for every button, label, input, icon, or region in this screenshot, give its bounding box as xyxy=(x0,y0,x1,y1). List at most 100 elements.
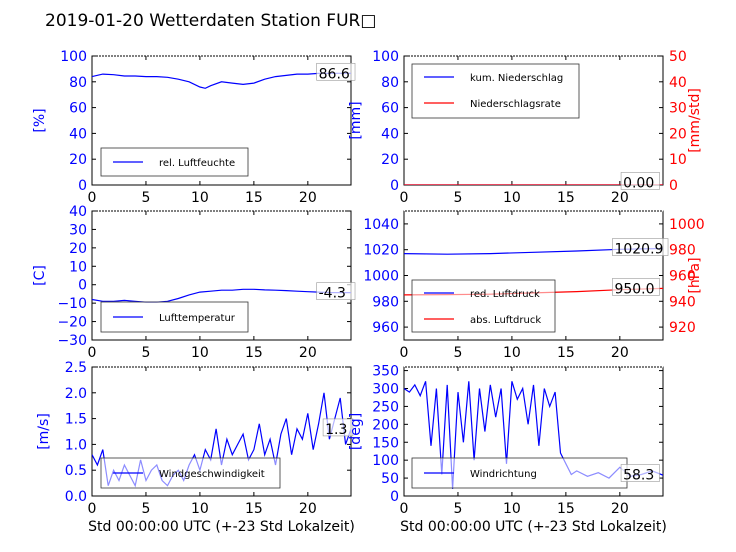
value-annotation: 58.3 xyxy=(623,468,654,484)
y-axis-label: [deg] xyxy=(348,413,364,450)
x-tick-label: 10 xyxy=(191,501,209,517)
value-annotation: 0.00 xyxy=(623,175,654,191)
legend-label: Niederschlagsrate xyxy=(470,99,561,110)
x-tick-label: 10 xyxy=(503,190,521,206)
x-tick-label: 5 xyxy=(141,345,150,361)
legend-label: Windgeschwindigkeit xyxy=(159,469,265,480)
x-axis-label: Std 00:00:00 UTC (+-23 Std Lokalzeit) xyxy=(88,519,355,535)
y-right-tick-label: 920 xyxy=(669,320,696,336)
x-tick-label: 5 xyxy=(453,501,462,517)
value-annotation-box xyxy=(316,62,356,81)
value-annotation-box xyxy=(612,278,660,296)
y-axis-label: [m/s] xyxy=(36,413,52,450)
x-tick-label: 20 xyxy=(611,190,629,206)
value-annotation: 1020.9 xyxy=(614,242,663,258)
x-tick-label: 0 xyxy=(88,345,97,361)
legend-label: red. Luftdruck xyxy=(470,289,540,300)
y-right-tick-label: 10 xyxy=(669,152,687,168)
x-tick-label: 15 xyxy=(245,190,263,206)
y-right-tick-label: 1000 xyxy=(669,217,705,233)
legend-box xyxy=(411,63,580,119)
y-tick-label: 1040 xyxy=(363,217,399,233)
panel-humidity: 0 5 10 15 20 0 20 40 60 80 100 [%] rel. Luftfeuchte 8… xyxy=(32,49,356,206)
x-tick-label: 20 xyxy=(611,345,629,361)
y-tick-label: 0 xyxy=(78,178,87,194)
y-tick-label: 20 xyxy=(69,241,87,257)
y-tick-label: 80 xyxy=(381,75,399,91)
x-tick-label: 20 xyxy=(299,501,317,517)
y-tick-label: 0 xyxy=(390,178,399,194)
y-tick-label: 0 xyxy=(78,278,87,294)
y-tick-label: 350 xyxy=(372,364,399,380)
y-tick-label: 0.0 xyxy=(65,489,87,505)
y-tick-label: 60 xyxy=(381,101,399,117)
x-tick-label: 15 xyxy=(245,501,263,517)
y-right-tick-label: 40 xyxy=(669,75,687,91)
value-annotation: 86.6 xyxy=(319,66,350,82)
y-tick-label: 1.5 xyxy=(65,412,87,428)
y-tick-label: 2.0 xyxy=(65,386,87,402)
y-tick-label: 960 xyxy=(372,320,399,336)
y-tick-label: 20 xyxy=(69,152,87,168)
y-tick-label: 1020 xyxy=(363,243,399,259)
legend-label: Lufttemperatur xyxy=(159,313,236,324)
y-tick-label: 300 xyxy=(372,382,399,398)
y-tick-label: 980 xyxy=(372,294,399,310)
x-tick-label: 10 xyxy=(191,190,209,206)
value-annotation: 1.3 xyxy=(325,422,347,438)
y-tick-label: 10 xyxy=(69,259,87,275)
x-tick-label: 0 xyxy=(400,190,409,206)
y-tick-label: 60 xyxy=(69,101,87,117)
y-tick-label: 200 xyxy=(372,417,399,433)
y-tick-label: −10 xyxy=(57,296,87,312)
value-annotation: 950.0 xyxy=(614,281,654,297)
x-tick-label: 15 xyxy=(557,501,575,517)
x-tick-label: 0 xyxy=(88,501,97,517)
series-line-1 xyxy=(92,72,351,89)
x-tick-label: 15 xyxy=(557,345,575,361)
legend-label: Windrichtung xyxy=(470,469,537,480)
y-right-tick-label: 960 xyxy=(669,269,696,285)
figure-title: 2019-01-20 Wetterdaten Station FUR□ xyxy=(45,11,376,31)
y-tick-label: 250 xyxy=(372,399,399,415)
y-tick-label: 40 xyxy=(69,204,87,220)
y-right-axis-label: [mm/std] xyxy=(687,88,703,153)
x-tick-label: 0 xyxy=(400,501,409,517)
y-right-tick-label: 940 xyxy=(669,294,696,310)
y-tick-label: 100 xyxy=(372,49,399,65)
x-tick-label: 15 xyxy=(557,190,575,206)
legend-label: abs. Luftdruck xyxy=(470,315,541,326)
y-tick-label: 100 xyxy=(60,49,87,65)
y-tick-label: 1000 xyxy=(363,269,399,285)
y-tick-label: 100 xyxy=(372,453,399,469)
x-tick-label: 10 xyxy=(503,501,521,517)
y-right-tick-label: 980 xyxy=(669,243,696,259)
x-tick-label: 5 xyxy=(453,190,462,206)
value-annotation-box xyxy=(620,464,660,482)
y-right-tick-label: 20 xyxy=(669,126,687,142)
panel-pressure: 0 5 10 15 20 960 980 1000 1020 1040 920 940 960 980 10… xyxy=(363,210,705,361)
value-annotation-box xyxy=(620,172,660,190)
y-tick-label: −30 xyxy=(57,333,87,349)
y-tick-label: 30 xyxy=(69,222,87,238)
series-line-1 xyxy=(92,288,351,303)
y-tick-label: 0.5 xyxy=(65,463,87,479)
y-tick-label: −20 xyxy=(57,315,87,331)
panel-precipitation: 0 5 10 15 20 0 20 40 60 80 100 0 10 20 30 40 50 [mm] [mm/s… xyxy=(348,49,703,206)
x-tick-label: 20 xyxy=(299,345,317,361)
x-tick-label: 0 xyxy=(88,190,97,206)
y-tick-label: 150 xyxy=(372,435,399,451)
value-annotation-box xyxy=(322,418,354,437)
x-tick-label: 5 xyxy=(141,190,150,206)
y-right-tick-label: 0 xyxy=(669,178,678,194)
x-tick-label: 20 xyxy=(611,501,629,517)
panel-windspeed: 0 5 10 15 20 0.0 0.5 1.0 1.5 2.0 2.5 [m/s] Std 00:00… xyxy=(36,360,355,535)
y-tick-label: 2.5 xyxy=(65,360,87,376)
y-axis-label: [C] xyxy=(32,265,48,286)
x-tick-label: 10 xyxy=(191,345,209,361)
value-annotation-box xyxy=(316,282,356,300)
x-axis-label: Std 00:00:00 UTC (+-23 Std Lokalzeit) xyxy=(400,519,667,535)
x-tick-label: 15 xyxy=(245,345,263,361)
legend-label: kum. Niederschlag xyxy=(470,73,563,84)
